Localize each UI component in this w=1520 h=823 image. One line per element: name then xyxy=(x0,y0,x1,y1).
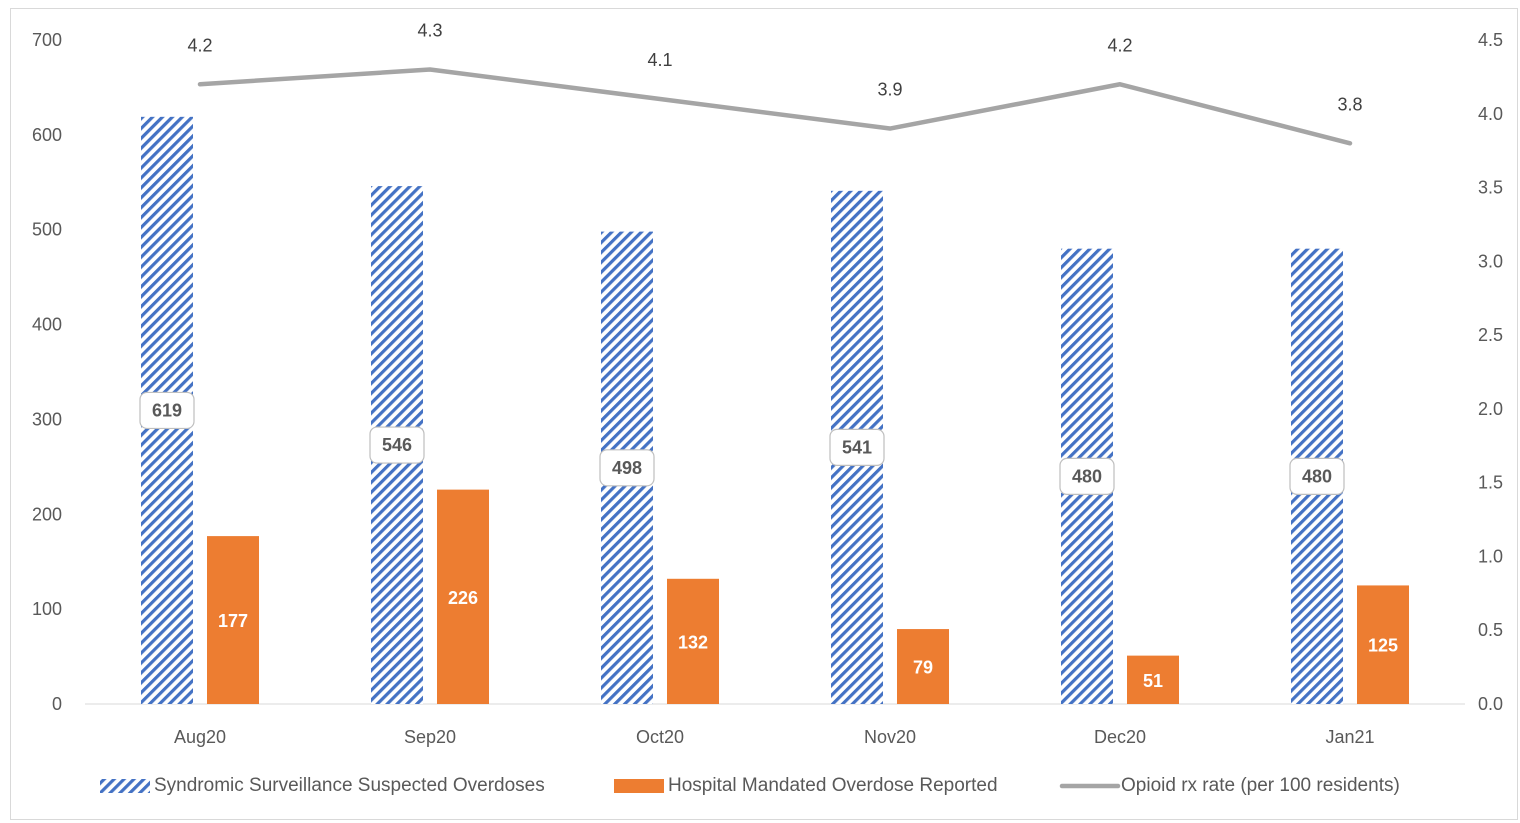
legend-swatch-syndromic xyxy=(100,779,150,793)
line-data-label: 4.2 xyxy=(187,35,212,55)
bar-hospital-sep20 xyxy=(437,489,489,704)
data-label-syndromic: 480 xyxy=(1302,466,1332,486)
y-left-tick-label: 300 xyxy=(32,409,62,429)
legend-swatch-hospital xyxy=(614,779,664,793)
y-right-tick-label: 0.5 xyxy=(1478,620,1503,640)
y-right-tick-label: 4.0 xyxy=(1478,104,1503,124)
axes-group: 0 100 200 300 400 500 600 700 0.0 0.5 1.0 1.5 2.0 2.5… xyxy=(32,30,1503,747)
legend-label-opioid: Opioid rx rate (per 100 residents) xyxy=(1121,775,1400,796)
data-label-hospital: 51 xyxy=(1143,671,1163,691)
y-right-tick-label: 0.0 xyxy=(1478,694,1503,714)
data-labels-group: 619 177 546 226 498 132 541 79 480 51 480 125 4.2 4.3… xyxy=(139,21,1398,691)
bar-hospital-aug20 xyxy=(207,536,259,704)
legend: Syndromic Surveillance Suspected Overdos… xyxy=(100,775,1400,796)
data-label-box xyxy=(1059,457,1115,495)
y-left-tick-label: 200 xyxy=(32,504,62,524)
line-data-label: 4.3 xyxy=(417,21,442,41)
bars-group xyxy=(141,116,1409,704)
line-opioid-rx-rate xyxy=(197,67,1353,146)
y-right-tick-label: 3.5 xyxy=(1478,178,1503,198)
y-left-tick-label: 700 xyxy=(32,30,62,50)
y-left-tick-label: 100 xyxy=(32,599,62,619)
line-data-label: 4.2 xyxy=(1107,35,1132,55)
y-left-tick-label: 0 xyxy=(52,694,62,714)
data-label-box xyxy=(1289,457,1345,495)
bar-hospital-jan21 xyxy=(1357,585,1409,704)
data-label-hospital: 125 xyxy=(1368,636,1398,656)
y-left-tick-label: 400 xyxy=(32,315,62,335)
y-right-tick-label: 2.5 xyxy=(1478,325,1503,345)
y-right-tick-label: 3.0 xyxy=(1478,251,1503,271)
data-label-box xyxy=(599,449,655,487)
x-tick-label: Jan21 xyxy=(1325,727,1374,747)
y-right-tick-label: 1.5 xyxy=(1478,473,1503,493)
line-data-label: 3.8 xyxy=(1337,94,1362,114)
x-tick-label: Sep20 xyxy=(404,727,456,747)
data-label-box xyxy=(139,391,195,430)
data-label-box xyxy=(369,426,425,464)
y-left-tick-label: 600 xyxy=(32,125,62,145)
bar-hospital-nov20 xyxy=(897,629,949,704)
chart-frame xyxy=(10,8,1518,820)
legend-label-hospital: Hospital Mandated Overdose Reported xyxy=(668,775,998,796)
data-label-syndromic: 619 xyxy=(152,400,182,420)
legend-label-syndromic: Syndromic Surveillance Suspected Overdos… xyxy=(154,775,545,796)
x-tick-label: Aug20 xyxy=(174,727,226,747)
line-group xyxy=(197,67,1353,146)
x-tick-label: Oct20 xyxy=(636,727,684,747)
data-label-box xyxy=(829,428,885,467)
y-left-tick-label: 500 xyxy=(32,220,62,240)
bar-hospital-oct20 xyxy=(667,578,719,704)
x-tick-label: Nov20 xyxy=(864,727,916,747)
data-label-hospital: 226 xyxy=(448,588,478,608)
y-right-tick-label: 2.0 xyxy=(1478,399,1503,419)
data-label-syndromic: 546 xyxy=(382,435,412,455)
bar-hospital-dec20 xyxy=(1127,655,1179,704)
data-label-syndromic: 541 xyxy=(842,437,872,457)
data-label-syndromic: 498 xyxy=(612,458,642,478)
data-label-hospital: 177 xyxy=(218,611,248,631)
y-right-tick-label: 1.0 xyxy=(1478,546,1503,566)
line-data-label: 3.9 xyxy=(877,80,902,100)
y-right-tick-label: 4.5 xyxy=(1478,30,1503,50)
line-data-label: 4.1 xyxy=(647,50,672,70)
data-label-hospital: 132 xyxy=(678,632,708,652)
x-tick-label: Dec20 xyxy=(1094,727,1146,747)
data-label-syndromic: 480 xyxy=(1072,466,1102,486)
data-label-hospital: 79 xyxy=(913,658,933,678)
